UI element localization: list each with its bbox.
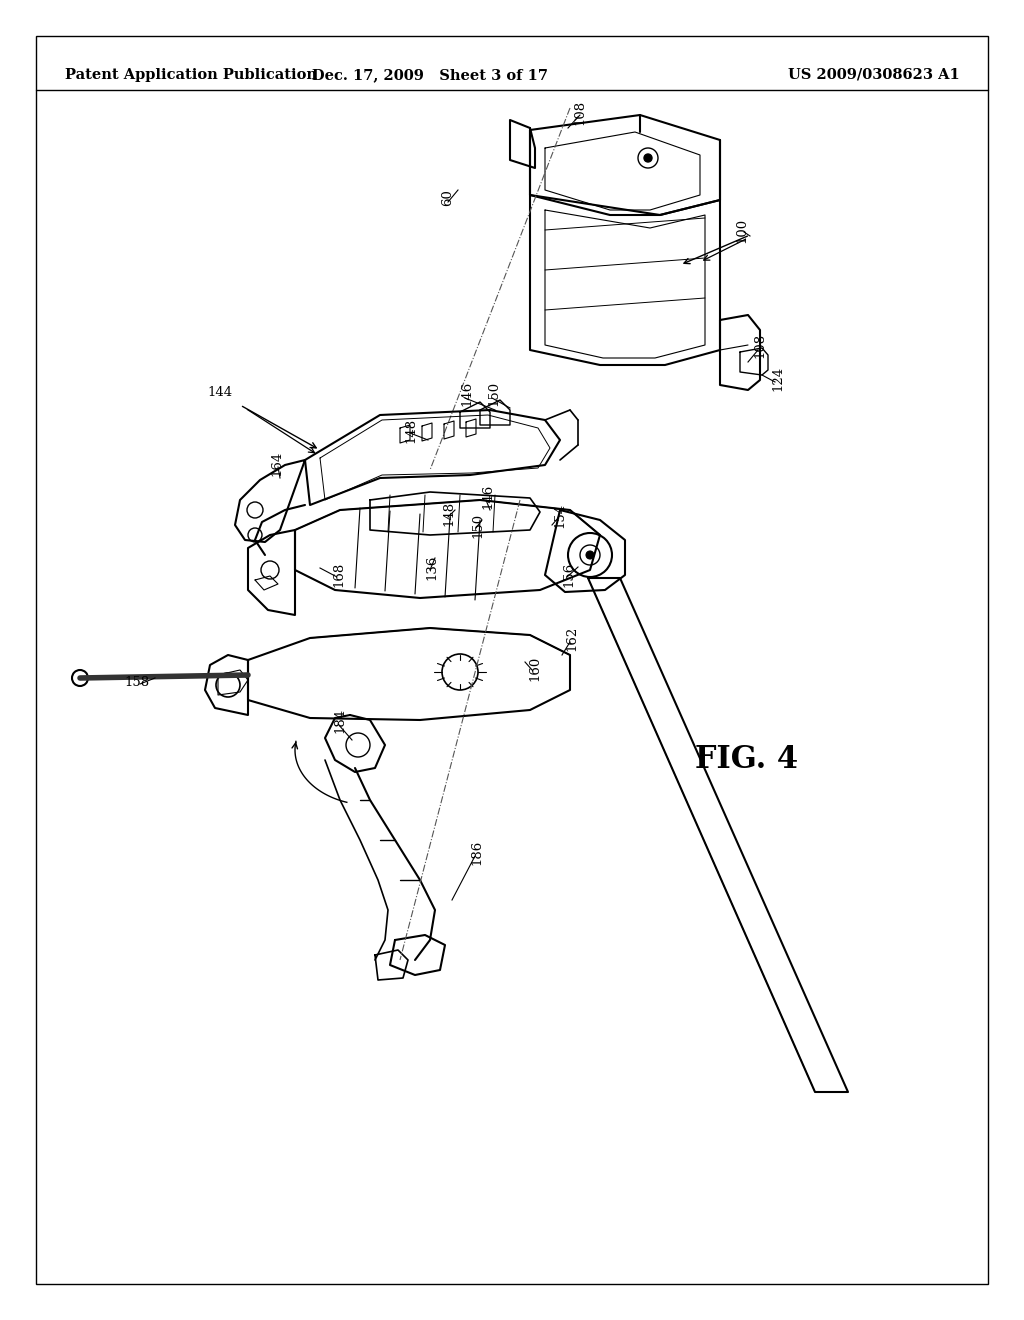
Text: 146: 146 xyxy=(481,483,495,508)
Text: 100: 100 xyxy=(735,218,749,243)
Text: 124: 124 xyxy=(771,366,784,391)
Text: 150: 150 xyxy=(487,380,501,405)
Text: 108: 108 xyxy=(573,99,587,124)
Text: 162: 162 xyxy=(565,626,579,651)
Text: 150: 150 xyxy=(471,512,484,537)
Text: 168: 168 xyxy=(333,561,345,586)
Text: 148: 148 xyxy=(404,417,418,442)
Text: 146: 146 xyxy=(461,380,473,405)
Text: 136: 136 xyxy=(426,554,438,579)
Text: 60: 60 xyxy=(441,190,455,206)
Text: 154: 154 xyxy=(554,503,566,528)
Text: 144: 144 xyxy=(208,387,232,400)
Text: 156: 156 xyxy=(562,561,575,586)
Circle shape xyxy=(644,154,652,162)
Text: 158: 158 xyxy=(125,676,150,689)
Text: 186: 186 xyxy=(470,840,483,865)
Text: 184: 184 xyxy=(334,708,346,733)
Text: US 2009/0308623 A1: US 2009/0308623 A1 xyxy=(788,69,961,82)
Text: 164: 164 xyxy=(270,450,284,475)
Text: FIG. 4: FIG. 4 xyxy=(695,744,798,776)
Text: 148: 148 xyxy=(442,500,456,525)
Circle shape xyxy=(586,550,594,558)
Text: 108: 108 xyxy=(754,333,767,358)
Text: Patent Application Publication: Patent Application Publication xyxy=(65,69,317,82)
Text: Dec. 17, 2009   Sheet 3 of 17: Dec. 17, 2009 Sheet 3 of 17 xyxy=(312,69,548,82)
Text: 160: 160 xyxy=(528,655,542,681)
